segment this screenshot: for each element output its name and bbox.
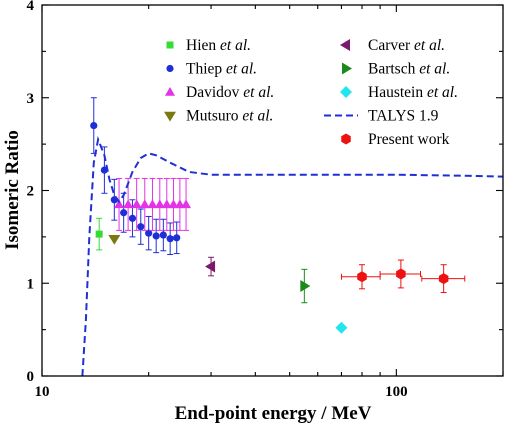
y-axis-title: Isomeric Ratio [2,130,23,250]
data-point [120,209,128,217]
y-tick-label: 3 [27,91,35,107]
legend-item-thiep: Thiep et al. [166,61,257,78]
legend-item-bartsch: Bartsch et al. [342,61,450,78]
data-point [438,273,449,285]
data-point [300,280,311,293]
plot-layer [81,97,504,377]
legend-item-carver: Carver et al. [340,37,445,54]
legend-label: Present work [368,131,450,148]
legend-marker [164,111,176,122]
data-point [131,199,142,209]
x-axis-title: End-point energy / MeV [175,403,372,424]
series-bartsch [300,268,311,304]
legend-label: Hien et al. [186,37,251,54]
x-tick-label: 10 [35,384,50,400]
data-point [145,229,153,237]
legend-marker [166,64,174,73]
series-carver [205,256,216,277]
data-point [396,268,406,280]
legend-item-present-work: Present work [341,131,450,148]
legend-label-suffix: et al. [222,61,257,78]
series-thiep [90,97,181,255]
data-point [173,234,181,242]
data-point [205,260,216,273]
data-point [137,223,145,231]
legend-label-suffix: et al. [423,84,458,101]
series-mutsuro [108,234,121,245]
legend-label: Bartsch et al. [368,61,450,78]
legend-label: Carver et al. [368,37,445,54]
legend-label: Thiep et al. [186,61,257,78]
legend-item-haustein: Haustein et al. [340,84,458,101]
legend-label: Haustein et al. [368,84,458,101]
legend-item-mutsuro: Mutsuro et al. [164,108,273,125]
axes-layer: 10 100 0 1 2 3 4 [27,0,504,400]
legend-marker [342,62,352,75]
legend-label: Mutsuro et al. [186,108,273,125]
data-point [90,121,98,130]
y-tick-label: 4 [27,0,35,14]
legend-item-talys-1-9: TALYS 1.9 [324,108,439,125]
data-point [123,199,134,209]
data-point [114,199,125,209]
legend-item-hien: Hien et al. [166,37,251,54]
data-point [139,199,150,209]
x-tick-label: 100 [385,384,408,400]
y-tick-label: 0 [27,369,35,385]
legend-marker [340,39,350,51]
data-point [166,235,174,243]
data-point [95,230,103,238]
y-tick-label: 1 [27,276,35,292]
legend-item-davidov: Davidov et al. [165,84,274,101]
data-point [181,199,192,209]
legend-marker [165,87,175,96]
legend-label-suffix: et al. [239,108,274,125]
legend-marker [166,41,174,49]
data-point [168,199,179,209]
series-hien [95,217,103,251]
legend-label: TALYS 1.9 [368,108,439,125]
data-point [159,231,167,239]
series-haustein [335,321,348,334]
legend-label-suffix: et al. [415,61,450,78]
series-present-work [340,259,466,294]
data-point [154,199,165,209]
legend-label-suffix: et al. [410,37,445,54]
legend: Hien et al. Thiep et al. Davidov et al. Mut… [164,37,458,148]
data-point [147,199,158,209]
series-davidov [114,177,192,231]
series-talys-1-9 [81,135,504,377]
data-point [108,234,121,245]
y-tick-label: 2 [27,184,35,200]
data-point [161,199,172,209]
data-point [152,232,160,240]
legend-marker [341,133,351,145]
data-point [357,271,367,283]
data-point [128,214,137,222]
legend-label-suffix: et al. [216,37,251,54]
talys-curve-line [81,135,504,377]
data-point [335,321,348,334]
legend-marker [340,86,352,98]
legend-label-suffix: et al. [239,84,274,101]
legend-label: Davidov et al. [186,84,274,101]
